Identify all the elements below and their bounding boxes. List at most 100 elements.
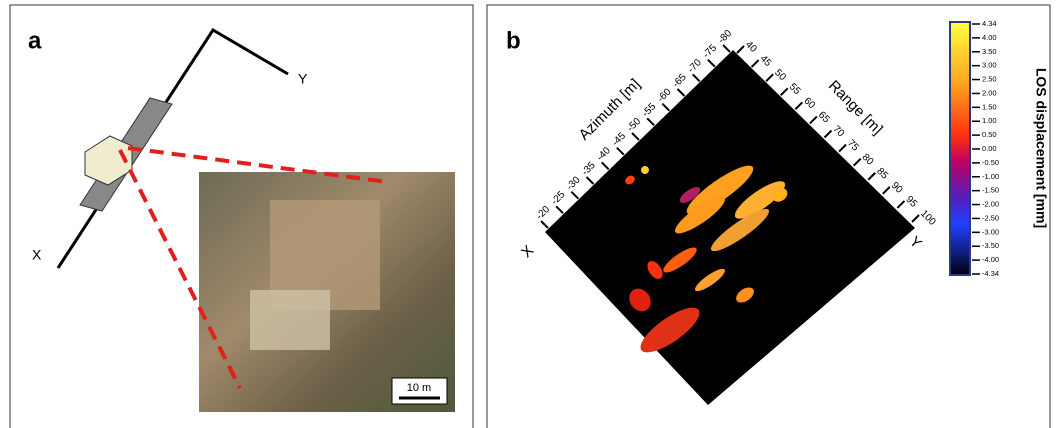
- tick: [555, 205, 564, 215]
- colorbar-tick-label: -1.00: [982, 172, 999, 181]
- corner-label: Y: [906, 233, 925, 252]
- colorbar-tick-label: 3.50: [982, 47, 997, 56]
- colorbar-title: LOS displacement [mm]: [1033, 68, 1049, 228]
- colorbar-tick-label: -0.50: [982, 158, 999, 167]
- azimuth-tick-label: -35: [580, 160, 598, 178]
- colorbar-tick-label: 3.00: [982, 61, 997, 70]
- colorbar-tick-label: 1.00: [982, 116, 997, 125]
- blob: [686, 165, 754, 215]
- azimuth-tick-label: -50: [625, 116, 643, 134]
- azimuth-tick-label: -80: [716, 28, 734, 46]
- colorbar-tick-label: -4.34: [982, 269, 999, 278]
- range-tick-label: 90: [889, 180, 905, 196]
- colorbar-tick-label: -3.00: [982, 227, 999, 236]
- blob: [663, 247, 697, 273]
- tick: [600, 161, 610, 171]
- scale-bar-label: 10 m: [407, 382, 431, 394]
- tick: [585, 176, 595, 185]
- blob: [629, 288, 651, 312]
- tick: [780, 87, 789, 96]
- blob: [675, 196, 725, 234]
- colorbar-tick-label: -2.00: [982, 200, 999, 209]
- azimuth-tick-label: -55: [640, 101, 658, 119]
- tick: [661, 102, 671, 112]
- blob: [640, 307, 700, 353]
- range-tick-label: 40: [743, 39, 759, 55]
- displacement-points: [625, 165, 788, 353]
- colorbar-tick-label: 4.00: [982, 33, 997, 42]
- blob: [694, 268, 726, 292]
- blob: [736, 287, 754, 303]
- azimuth-tick-label: -75: [701, 42, 719, 60]
- colorbar-tick-label: 2.00: [982, 88, 997, 97]
- range-tick-label: 50: [772, 67, 788, 83]
- tick: [765, 73, 774, 82]
- blob: [647, 261, 663, 279]
- tick: [852, 157, 862, 167]
- tick: [750, 59, 760, 68]
- azimuth-tick-label: -40: [595, 145, 613, 163]
- range-tick-label: 80: [860, 152, 876, 168]
- colorbar-tick-label: 1.50: [982, 102, 997, 111]
- panel-label: b: [506, 27, 521, 54]
- tick: [646, 117, 655, 127]
- colorbar: [949, 21, 971, 276]
- range-tick-label: 60: [801, 96, 817, 112]
- tick: [691, 73, 701, 83]
- beam: [118, 149, 242, 389]
- tick: [631, 132, 640, 141]
- temple-front: [250, 290, 330, 350]
- azimuth-tick-label: -25: [549, 189, 567, 207]
- colorbar-tick-label: -2.50: [982, 213, 999, 222]
- tick: [722, 44, 731, 53]
- tick: [707, 58, 716, 68]
- azimuth-tick-label: -60: [656, 86, 674, 104]
- tick: [896, 200, 906, 209]
- tick: [823, 129, 833, 139]
- colorbar-tick-label: -1.50: [982, 186, 999, 195]
- tick: [736, 45, 745, 54]
- tick: [540, 220, 549, 229]
- range-tick-label: 45: [758, 53, 774, 69]
- tick: [570, 190, 580, 200]
- axis-label: Y: [298, 71, 308, 87]
- tick: [867, 172, 876, 181]
- colorbar-tick-label: -3.50: [982, 241, 999, 250]
- corner-label: X: [518, 242, 537, 261]
- blob: [734, 181, 786, 219]
- tick: [794, 101, 804, 111]
- range-tick-label: 100: [918, 208, 938, 228]
- azimuth-tick-label: -30: [565, 174, 583, 192]
- range-tick-label: 70: [831, 124, 847, 140]
- azimuth-tick-label: -20: [534, 204, 552, 222]
- tick: [616, 146, 625, 156]
- range-tick-label: 95: [903, 194, 919, 210]
- colorbar-tick-label: 4.34: [982, 19, 997, 28]
- range-tick-label: 75: [845, 138, 861, 154]
- azimuth-tick-label: -70: [686, 57, 704, 75]
- blob: [625, 175, 635, 185]
- tick: [676, 88, 686, 97]
- blob: [641, 166, 649, 175]
- axis-label: X: [32, 247, 42, 263]
- colorbar-tick-label: 2.50: [982, 75, 997, 84]
- colorbar-tick-label: 0.00: [982, 144, 997, 153]
- colorbar-tick-label: 0.50: [982, 130, 997, 139]
- blob: [710, 208, 770, 252]
- blob: [679, 186, 701, 204]
- range-tick-label: 65: [816, 110, 832, 126]
- panel-label: a: [28, 27, 42, 54]
- azimuth-tick-label: -45: [610, 130, 628, 148]
- blob: [772, 188, 788, 202]
- tick: [809, 115, 818, 125]
- range-tick-label: 55: [787, 81, 803, 97]
- scale-bar-box: [391, 377, 448, 405]
- panel-frame: [9, 4, 474, 428]
- colorbar-tick-label: -4.00: [982, 255, 999, 264]
- tick: [882, 186, 891, 195]
- tick: [838, 143, 847, 153]
- panel-frame: [486, 4, 1051, 428]
- tick: [911, 214, 920, 223]
